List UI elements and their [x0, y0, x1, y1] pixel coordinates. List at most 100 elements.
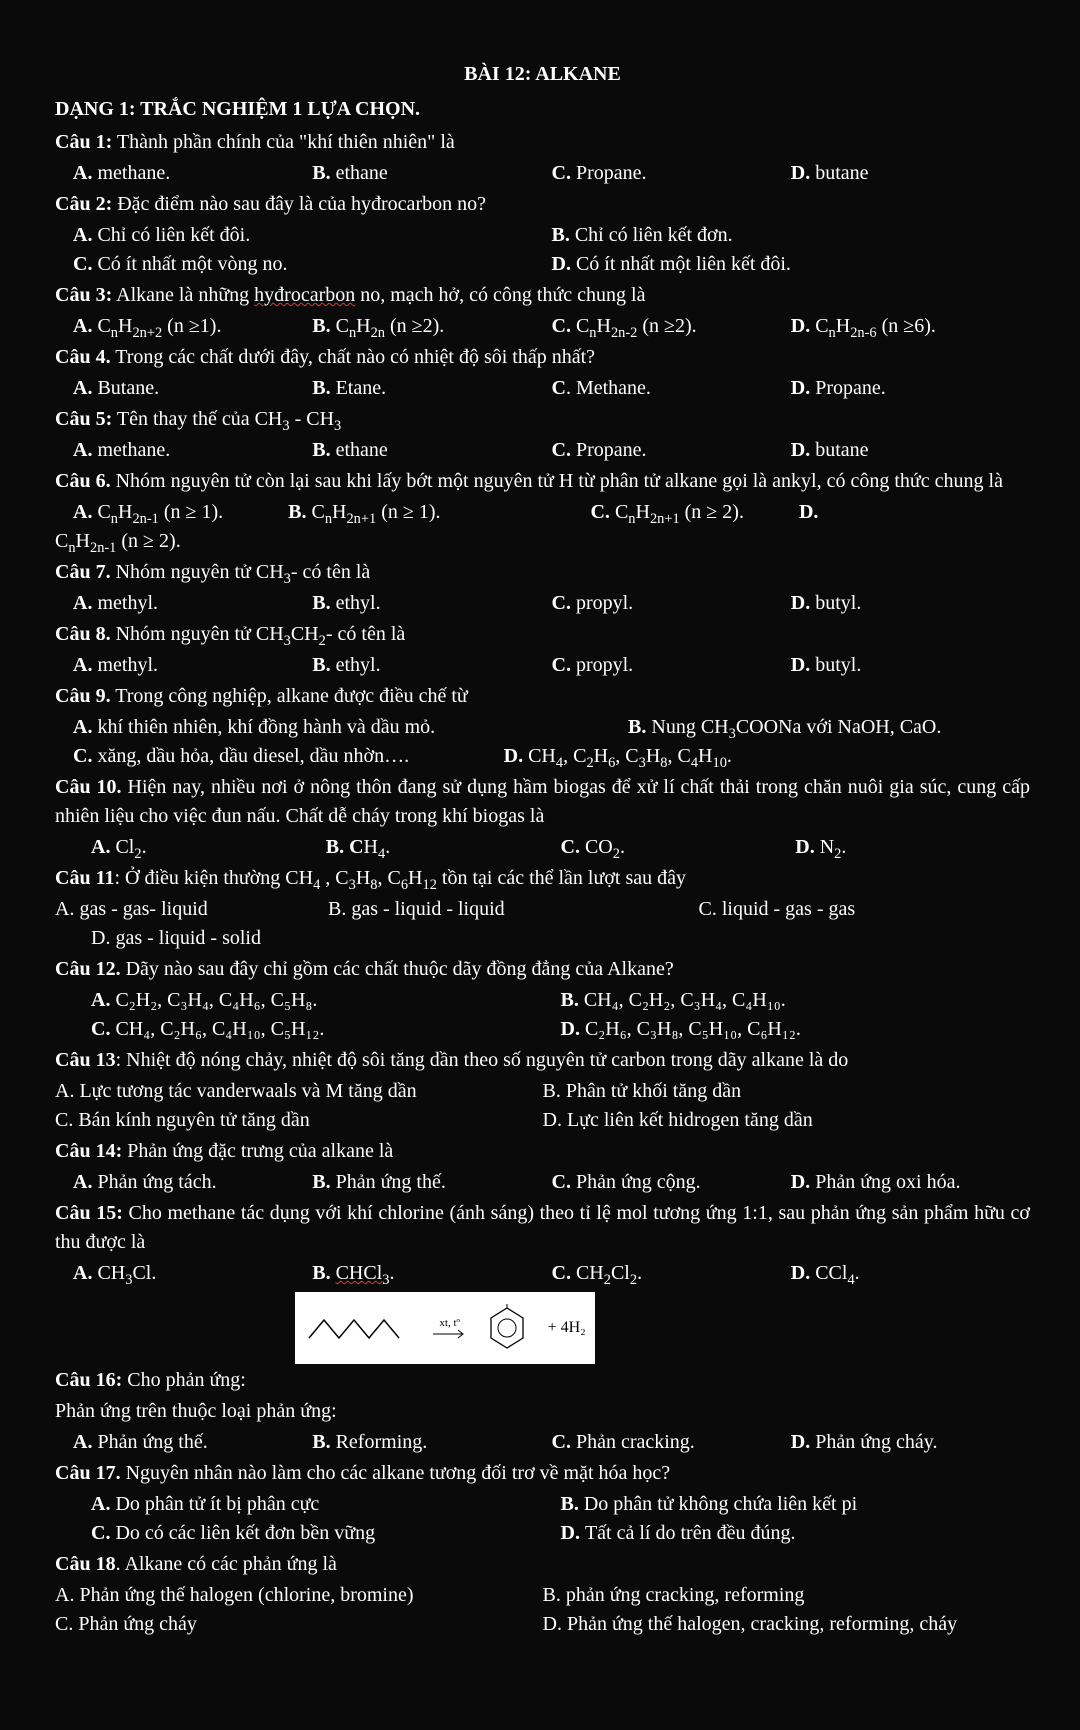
question-18-options: A. Phản ứng thế halogen (chlorine, bromi…	[55, 1581, 1030, 1639]
question-8: Câu 8. Nhóm nguyên tử CH3CH2- có tên là	[55, 620, 1030, 649]
question-17: Câu 17. Nguyên nhân nào làm cho các alka…	[55, 1459, 1030, 1488]
question-3: Câu 3: Alkane là những hyđrocarbon no, m…	[55, 281, 1030, 310]
option-a: A. CnH2n+2 (n ≥1).	[73, 312, 312, 341]
option-a: A. Phản ứng tách.	[73, 1168, 312, 1197]
option-a: A. khí thiên nhiên, khí đồng hành và dầu…	[73, 713, 628, 742]
question-14: Câu 14: Phản ứng đặc trưng của alkane là	[55, 1137, 1030, 1166]
question-12: Câu 12. Dãy nào sau đây chỉ gồm các chất…	[55, 955, 1030, 984]
option-c: C. CnH2n-2 (n ≥2).	[552, 312, 791, 341]
question-2-options: A. Chỉ có liên kết đôi. B. Chỉ có liên k…	[73, 221, 1030, 279]
question-16-options: A. Phản ứng thế. B. Reforming. C. Phản c…	[73, 1428, 1030, 1457]
option-d: D. CCl4.	[791, 1259, 1030, 1288]
option-b: B. Phản ứng thế.	[312, 1168, 551, 1197]
option-b: B. CnH2n (n ≥2).	[312, 312, 551, 341]
option-a: A. Do phân tử ít bị phân cực	[91, 1490, 561, 1519]
option-c: C. Phản cracking.	[552, 1428, 791, 1457]
question-15: Câu 15: Cho methane tác dụng với khí chl…	[55, 1199, 1030, 1257]
section-heading: DẠNG 1: TRẮC NGHIỆM 1 LỰA CHỌN.	[55, 95, 1030, 124]
question-17-options: A. Do phân tử ít bị phân cực B. Do phân …	[91, 1490, 1030, 1548]
question-14-options: A. Phản ứng tách. B. Phản ứng thế. C. Ph…	[73, 1168, 1030, 1197]
option-c: C. CH2Cl2.	[552, 1259, 791, 1288]
option-a: A. gas - gas- liquid	[55, 895, 328, 924]
option-d: D. Phản ứng oxi hóa.	[791, 1168, 1030, 1197]
option-c: C. propyl.	[552, 589, 791, 618]
option-b: B. Nung CH3COONa với NaOH, CaO.	[628, 713, 1030, 742]
option-b: B. phản ứng cracking, reforming	[543, 1581, 1031, 1610]
question-9-options: A. khí thiên nhiên, khí đồng hành và dầu…	[73, 713, 1030, 771]
option-b: B. Phân tử khối tăng dần	[543, 1077, 1031, 1106]
option-c: C. xăng, dầu hỏa, dầu diesel, dầu nhờn….	[73, 742, 504, 771]
option-a: A. Phản ứng thế halogen (chlorine, bromi…	[55, 1581, 543, 1610]
option-d: D. CnH2n-6 (n ≥6).	[791, 312, 1030, 341]
wavy-text: hyđrocarbon	[254, 284, 355, 306]
option-c: C. Propane.	[552, 436, 791, 465]
option-a: A. methane.	[73, 436, 312, 465]
option-d: D. butyl.	[791, 589, 1030, 618]
question-5-options: A. methane. B. ethane C. Propane. D. but…	[73, 436, 1030, 465]
question-10: Câu 10. Hiện nay, nhiều nơi ở nông thôn …	[55, 773, 1030, 831]
option-b: B. ethane	[312, 159, 551, 188]
question-6: Câu 6. Nhóm nguyên tử còn lại sau khi lấ…	[55, 467, 1030, 496]
option-b: B. Chỉ có liên kết đơn.	[552, 221, 1031, 250]
option-b: B. ethyl.	[312, 651, 551, 680]
question-13: Câu 13: Nhiệt độ nóng chảy, nhiệt độ sôi…	[55, 1046, 1030, 1075]
option-b: B. ethyl.	[312, 589, 551, 618]
option-b: B. CH₄, C₂H₂, C₃H₄, C₄H₁₀.	[561, 986, 1031, 1015]
option-c: C. Có ít nhất một vòng no.	[73, 250, 552, 279]
option-a: A. Cl2.	[91, 833, 326, 862]
option-a: A. CH3Cl.	[73, 1259, 312, 1288]
option-d: D. Tất cả lí do trên đều đúng.	[561, 1519, 1031, 1548]
benzene-icon	[485, 1304, 529, 1352]
question-11-options: A. gas - gas- liquid B. gas - liquid - l…	[55, 895, 1030, 953]
option-b: B. gas - liquid - liquid	[328, 895, 699, 924]
option-b: B. CH4.	[326, 833, 561, 862]
wavy-text: CHCl	[336, 1262, 383, 1284]
option-d: D. C₂H₆, C₃H₈, C₅H₁₀, C₆H₁₂.	[561, 1015, 1031, 1044]
option-c: C. Phản ứng cháy	[55, 1610, 543, 1639]
question-4: Câu 4. Trong các chất dưới đây, chất nào…	[55, 343, 1030, 372]
question-text: Thành phần chính của "khí thiên nhiên" l…	[112, 131, 455, 153]
page-title: BÀI 12: ALKANE	[55, 60, 1030, 89]
option-a: A. C₂H₂, C₃H₄, C₄H₆, C₅H₈.	[91, 986, 561, 1015]
question-6-options: A. CnH2n-1 (n ≥ 1). B. CnH2n+1 (n ≥ 1). …	[73, 498, 1030, 556]
option-d: D. Phản ứng cháy.	[791, 1428, 1030, 1457]
option-b: B. Reforming.	[312, 1428, 551, 1457]
option-d: D. Lực liên kết hidrogen tăng dần	[543, 1106, 1031, 1135]
option-c: C. Propane.	[552, 159, 791, 188]
question-1: Câu 1: Thành phần chính của "khí thiên n…	[55, 128, 1030, 157]
question-15-options: A. CH3Cl. B. CHCl3. C. CH2Cl2. D. CCl4.	[73, 1259, 1030, 1288]
option-a: A. Phản ứng thế.	[73, 1428, 312, 1457]
option-c: C. propyl.	[552, 651, 791, 680]
option-d: D. gas - liquid - solid	[91, 924, 1030, 953]
question-12-options: A. C₂H₂, C₃H₄, C₄H₆, C₅H₈. B. CH₄, C₂H₂,…	[91, 986, 1030, 1044]
question-7: Câu 7. Nhóm nguyên tử CH3- có tên là	[55, 558, 1030, 587]
option-c: C. CH₄, C₂H₆, C₄H₁₀, C₅H₁₂.	[91, 1015, 561, 1044]
option-c: C. Bán kính nguyên tử tăng dần	[55, 1106, 543, 1135]
option-c: C. Methane.	[552, 374, 791, 403]
question-16b: Phản ứng trên thuộc loại phản ứng:	[55, 1397, 1030, 1426]
question-18: Câu 18. Alkane có các phản ứng là	[55, 1550, 1030, 1579]
question-8-options: A. methyl. B. ethyl. C. propyl. D. butyl…	[73, 651, 1030, 680]
zigzag-chain-icon	[304, 1308, 414, 1348]
option-b: B. Do phân tử không chứa liên kết pi	[561, 1490, 1031, 1519]
option-d: D. butyl.	[791, 651, 1030, 680]
option-c: C. Phản ứng cộng.	[552, 1168, 791, 1197]
question-3-options: A. CnH2n+2 (n ≥1). B. CnH2n (n ≥2). C. C…	[73, 312, 1030, 341]
question-4-options: A. Butane. B. Etane. C. Methane. D. Prop…	[73, 374, 1030, 403]
option-d: D.	[799, 501, 818, 523]
option-b: B. Etane.	[312, 374, 551, 403]
option-a: A. methyl.	[73, 651, 312, 680]
option-a: A. Butane.	[73, 374, 312, 403]
question-9: Câu 9. Trong công nghiệp, alkane được đi…	[55, 682, 1030, 711]
option-a: A. methane.	[73, 159, 312, 188]
option-a: A. CnH2n-1 (n ≥ 1).	[73, 501, 223, 523]
option-c: C. Do có các liên kết đơn bền vững	[91, 1519, 561, 1548]
option-b: B. CnH2n+1 (n ≥ 1).	[288, 501, 440, 523]
option-c: C. CO2.	[561, 833, 796, 862]
option-d: D. CH4, C2H6, C3H8, C4H10.	[504, 742, 1030, 771]
option-b: B. CHCl3.	[312, 1259, 551, 1288]
question-10-options: A. Cl2. B. CH4. C. CO2. D. N2.	[91, 833, 1030, 862]
question-16: Câu 16: Cho phản ứng:	[55, 1366, 1030, 1395]
option-c: C. CnH2n+1 (n ≥ 2).	[590, 501, 743, 523]
option-d: D. Có ít nhất một liên kết đôi.	[552, 250, 1031, 279]
